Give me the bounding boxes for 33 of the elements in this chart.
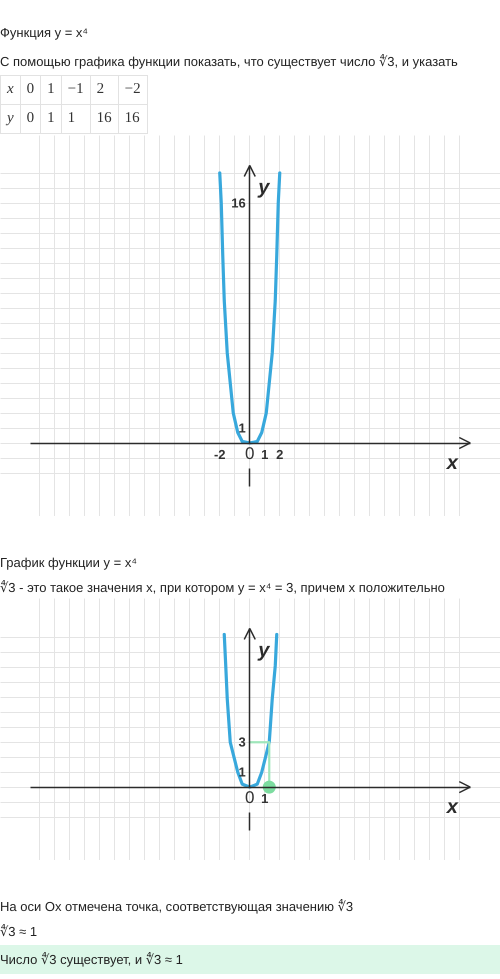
- x-axis-title: x: [446, 796, 459, 818]
- text: На оси Ox отмечена точка, соответствующая значению ∜3: [0, 898, 354, 916]
- x-tick-label: -2: [214, 447, 226, 462]
- line-series: [222, 632, 278, 789]
- x-tick-label: 0: [245, 444, 254, 463]
- text: Функция y = x⁴: [0, 24, 90, 42]
- y-tick-label: 16: [231, 196, 246, 210]
- y-axis-title: y: [257, 176, 270, 198]
- text: ∜3 ≈ 1: [0, 923, 38, 941]
- text: 1: [40, 76, 62, 104]
- text: 2: [90, 76, 118, 104]
- y-tick-label: 1: [238, 764, 246, 780]
- text: С помощью графика функции показать, что существует число ∜3, и указать: [0, 53, 459, 71]
- text: 0: [20, 76, 41, 104]
- text: Число ∜3 существует, и ∜3 ≈ 1: [0, 945, 500, 974]
- y-tick-label: 1: [238, 420, 246, 436]
- text: 1: [40, 104, 62, 134]
- chart-title: График функции y = x⁴: [0, 554, 138, 572]
- x-tick-label: 1: [261, 447, 268, 462]
- text: 16: [90, 104, 118, 134]
- text: −2: [118, 76, 148, 104]
- text: 0: [20, 104, 41, 134]
- x-axis-title: x: [446, 452, 459, 474]
- line-series: [218, 171, 282, 445]
- chart-subtitle: ∜3 - это такое значения x, при котором y = x⁴ = 3, причем x положительно: [0, 579, 446, 597]
- y-axis-title: y: [257, 639, 270, 662]
- text: y: [0, 104, 20, 134]
- text: 16: [118, 104, 148, 134]
- text: −1: [61, 76, 90, 104]
- text: 1: [61, 104, 90, 134]
- x-tick-label: 2: [276, 447, 284, 462]
- y-tick-label: 3: [238, 734, 246, 750]
- text: x: [0, 76, 20, 104]
